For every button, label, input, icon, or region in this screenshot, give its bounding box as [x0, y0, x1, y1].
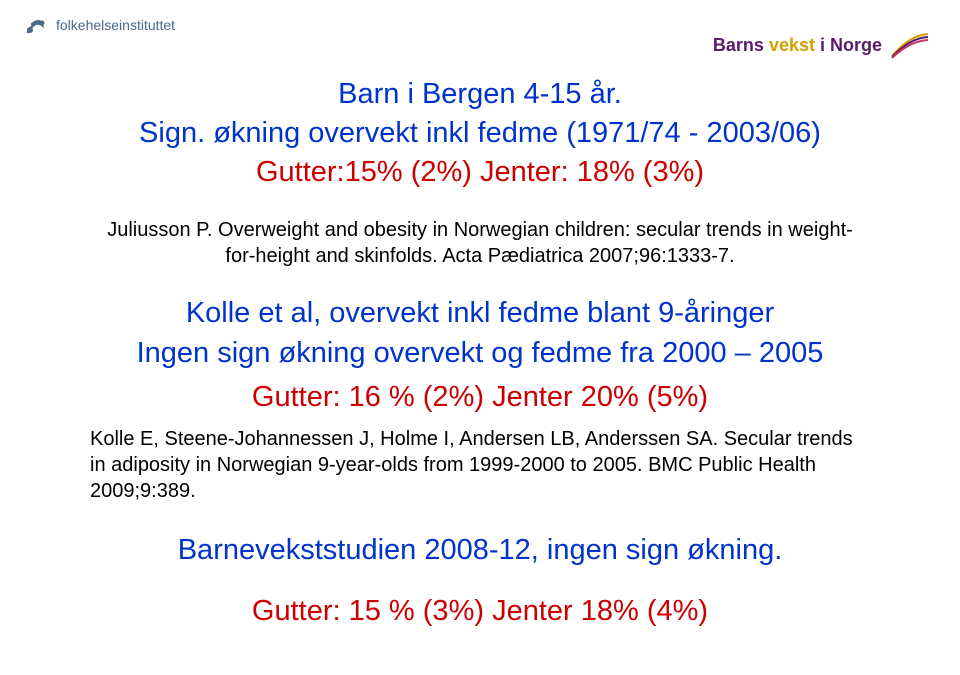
logo-word-barns: Barns	[713, 35, 769, 55]
title-block: Barn i Bergen 4-15 år. Sign. økning over…	[60, 75, 900, 192]
title-line-2: Sign. økning overvekt inkl fedme (1971/7…	[60, 114, 900, 153]
folkehelse-icon	[20, 10, 50, 40]
logo-word-inorge: i Norge	[820, 35, 882, 55]
logo-right: Barns vekst i Norge	[713, 30, 930, 60]
barnevekst-line: Barnevekststudien 2008-12, ingen sign øk…	[60, 534, 900, 567]
logo-word-vekst: vekst	[769, 35, 820, 55]
final-result: Gutter: 15 % (3%) Jenter 18% (4%)	[60, 595, 900, 628]
kolle-block: Kolle et al, overvekt inkl fedme blant 9…	[60, 294, 900, 372]
title-line-1: Barn i Bergen 4-15 år.	[60, 75, 900, 114]
title-result: Gutter:15% (2%) Jenter: 18% (3%)	[60, 153, 900, 192]
kolle-line-1: Kolle et al, overvekt inkl fedme blant 9…	[60, 294, 900, 333]
logo-left: folkehelseinstituttet	[20, 10, 175, 40]
citation-1: Juliusson P. Overweight and obesity in N…	[60, 217, 900, 269]
citation-2: Kolle E, Steene-Johannessen J, Holme I, …	[60, 426, 900, 504]
slide-content: Barn i Bergen 4-15 år. Sign. økning over…	[0, 75, 960, 628]
growth-arc-icon	[890, 30, 930, 60]
kolle-result: Gutter: 16 % (2%) Jenter 20% (5%)	[60, 381, 900, 414]
logo-right-text: Barns vekst i Norge	[713, 35, 882, 56]
kolle-line-2: Ingen sign økning overvekt og fedme fra …	[60, 334, 900, 373]
logo-left-text: folkehelseinstituttet	[56, 17, 175, 33]
